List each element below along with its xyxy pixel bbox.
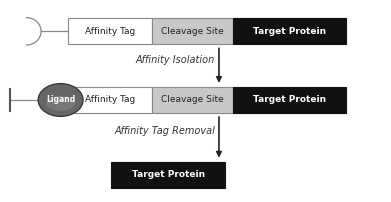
Text: Affinity Tag: Affinity Tag [85,96,136,104]
Bar [152,18,233,44]
Bar [68,18,152,44]
Text: Cleavage Site: Cleavage Site [161,96,224,104]
Text: Target Protein: Target Protein [131,170,205,179]
Text: Affinity Tag Removal: Affinity Tag Removal [114,126,215,136]
Text: Target Protein: Target Protein [253,96,326,104]
Ellipse shape [46,96,75,111]
Text: Affinity Tag: Affinity Tag [85,27,136,36]
Text: Cleavage Site: Cleavage Site [161,27,224,36]
Bar [111,162,225,188]
Text: Ligand: Ligand [46,96,75,104]
Bar [68,87,152,113]
Text: Target Protein: Target Protein [253,27,326,36]
Bar [152,87,233,113]
Bar [233,18,346,44]
Bar [233,87,346,113]
Ellipse shape [38,84,83,116]
Text: Affinity Isolation: Affinity Isolation [136,55,215,65]
